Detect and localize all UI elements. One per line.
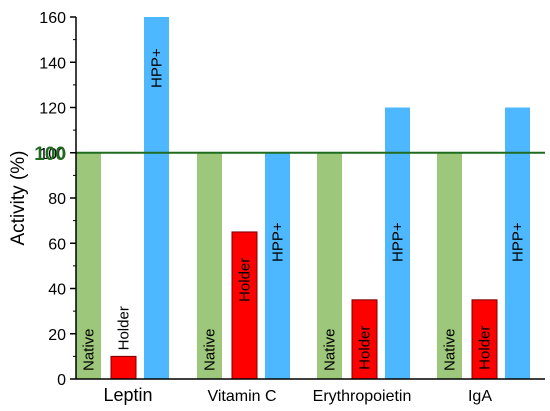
- x-category-label: Vitamin C: [207, 388, 276, 405]
- bar-hpp-vitaminc: [265, 152, 290, 379]
- bar-native-leptin: [76, 152, 101, 379]
- bar-label-holder: Holder: [116, 306, 133, 350]
- y-tick-label: 0: [57, 372, 66, 389]
- reference-line-label: 100: [34, 144, 66, 165]
- bar-label-native: Native: [81, 328, 98, 371]
- bar-label-holder: Holder: [477, 326, 494, 370]
- y-tick-label: 40: [48, 282, 66, 299]
- y-tick-label: 120: [39, 101, 66, 118]
- y-axis-ticks: 0 20 40 60 80 100 120 140 160: [39, 10, 76, 389]
- bar-native-erythropoietin: [317, 152, 342, 379]
- axes: [75, 17, 545, 380]
- bar-label-hpp: HPP+: [270, 222, 287, 262]
- y-tick-label: 100: [39, 146, 66, 163]
- bar-label-holder: Holder: [237, 258, 254, 302]
- bars: Native Holder HPP+ Native Holder HPP+ Native Ho…: [76, 17, 530, 380]
- x-category-label: IgA: [468, 388, 492, 405]
- bar-label-native: Native: [202, 328, 219, 371]
- x-category-label: Erythropoietin: [313, 388, 412, 405]
- bar-label-holder: Holder: [357, 326, 374, 370]
- bar-label-hpp: HPP+: [390, 222, 407, 262]
- x-category-label: Leptin: [103, 385, 152, 405]
- category-labels: Leptin Vitamin C Erythropoietin IgA: [103, 385, 492, 405]
- y-tick-label: 160: [39, 10, 66, 27]
- bar-label-hpp: HPP+: [149, 48, 166, 88]
- bar-holder-vitaminc: [231, 231, 258, 380]
- reference-line-group: 100: [34, 144, 545, 165]
- bar-holder-leptin: [110, 355, 137, 380]
- bar-hpp-leptin: [144, 17, 169, 379]
- y-axis-title: Activity (%): [8, 151, 29, 246]
- y-tick-label: 20: [48, 327, 66, 344]
- bar-native-iga: [437, 152, 462, 379]
- bar-label-native: Native: [442, 328, 459, 371]
- bar-native-vitaminc: [197, 152, 222, 379]
- y-tick-label: 60: [48, 236, 66, 253]
- y-tick-label: 140: [39, 55, 66, 72]
- y-tick-label: 80: [48, 191, 66, 208]
- bar-label-hpp: HPP+: [510, 222, 527, 262]
- bar-label-native: Native: [322, 328, 339, 371]
